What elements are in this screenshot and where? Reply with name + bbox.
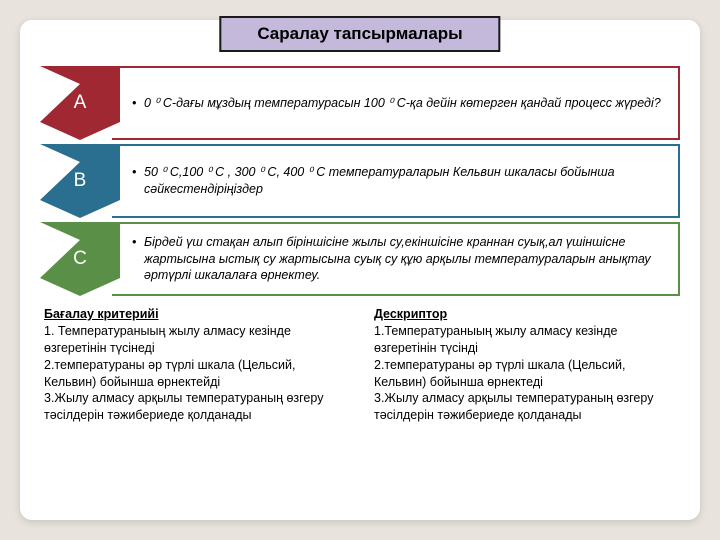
- criteria-title: Бағалау критерийі: [44, 307, 159, 321]
- descriptor-title: Дескриптор: [374, 307, 447, 321]
- content-text-a: 0 ⁰ С-дағы мұздың температурасын 100 ⁰ С…: [132, 95, 661, 112]
- content-b: 50 ⁰ С,100 ⁰ С , 300 ⁰ С, 400 ⁰ С темпер…: [112, 144, 680, 218]
- bottom-columns: Бағалау критерийі 1. Температураныың жыл…: [40, 306, 680, 424]
- items-list: А 0 ⁰ С-дағы мұздың температурасын 100 ⁰…: [40, 66, 680, 296]
- content-c: Бірдей үш стақан алып біріншісіне жылы с…: [112, 222, 680, 296]
- criteria-column: Бағалау критерийі 1. Температураныың жыл…: [44, 306, 346, 424]
- descriptor-body: 1.Температураныың жылу алмасу кезінде өз…: [374, 323, 676, 424]
- content-text-b: 50 ⁰ С,100 ⁰ С , 300 ⁰ С, 400 ⁰ С темпер…: [132, 164, 666, 198]
- slide: Саралау тапсырмалары А 0 ⁰ С-дағы мұздың…: [20, 20, 700, 520]
- chevron-a: А: [40, 66, 120, 140]
- chevron-c: С: [40, 222, 120, 296]
- content-a: 0 ⁰ С-дағы мұздың температурасын 100 ⁰ С…: [112, 66, 680, 140]
- descriptor-column: Дескриптор 1.Температураныың жылу алмасу…: [374, 306, 676, 424]
- criteria-body: 1. Температураныың жылу алмасу кезінде ө…: [44, 323, 346, 424]
- title-box: Саралау тапсырмалары: [219, 16, 500, 52]
- item-c: С Бірдей үш стақан алып біріншісіне жылы…: [40, 222, 680, 296]
- item-a: А 0 ⁰ С-дағы мұздың температурасын 100 ⁰…: [40, 66, 680, 140]
- chevron-label-c: С: [40, 248, 120, 270]
- chevron-label-b: В: [40, 170, 120, 192]
- chevron-label-a: А: [40, 92, 120, 114]
- item-b: В 50 ⁰ С,100 ⁰ С , 300 ⁰ С, 400 ⁰ С темп…: [40, 144, 680, 218]
- content-text-c: Бірдей үш стақан алып біріншісіне жылы с…: [132, 234, 666, 285]
- chevron-b: В: [40, 144, 120, 218]
- title-text: Саралау тапсырмалары: [257, 24, 462, 43]
